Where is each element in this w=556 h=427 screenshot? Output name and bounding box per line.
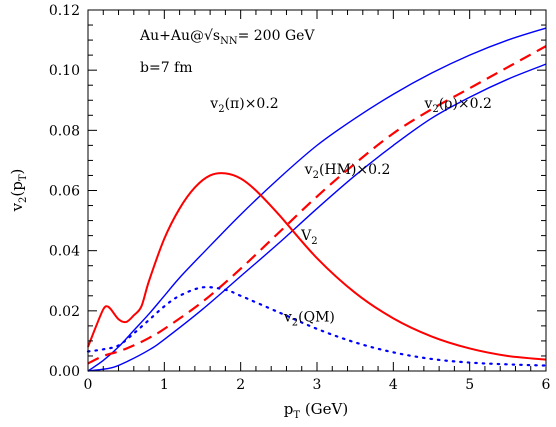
- curves-group: [86, 27, 548, 372]
- ticks-group: 0 1 2 3 4 5 6 0.00 0.02 0.04 0.06 0.08 0.10 0.12: [49, 3, 551, 393]
- x-tick-label: 3: [313, 377, 322, 393]
- curve-label-2: v2(ρ)×0.2: [423, 96, 491, 115]
- x-tick-label: 1: [160, 377, 169, 393]
- y-tick-label: 0.12: [49, 3, 80, 19]
- x-tick-label: 5: [465, 377, 474, 393]
- x-tick-label: 6: [542, 377, 551, 393]
- x-tick-label: 0: [84, 377, 93, 393]
- annotation-system: Au+Au@√sNN= 200 GeV: [139, 28, 315, 47]
- y-tick-label: 0.06: [49, 184, 80, 200]
- y-tick-label: 0.10: [49, 63, 80, 79]
- y-tick-label: 0.04: [49, 244, 80, 260]
- curve-label-4: V2: [300, 228, 318, 247]
- x-tick-label: 2: [236, 377, 245, 393]
- curve-label-3: v2(HM)×0.2: [304, 162, 391, 181]
- x-axis-label: pT (GeV): [284, 400, 348, 421]
- x-tick-label: 4: [389, 377, 398, 393]
- y-tick-label: 0.08: [49, 123, 80, 139]
- curve-label-1: v2(π)×0.2: [209, 96, 278, 115]
- curve-label-5: v2(QM): [283, 309, 335, 328]
- series-line-1: [87, 27, 547, 372]
- y-axis-label: v2(pT): [8, 169, 29, 213]
- curve-labels-group: v2(π)×0.2 v2(ρ)×0.2 v2(HM)×0.2 V2 v2(QM): [209, 96, 492, 329]
- annotation-impact: b=7 fm: [140, 60, 193, 76]
- series-line-5: [86, 286, 548, 367]
- y-tick-label: 0.02: [49, 304, 80, 320]
- series-line-4: [87, 172, 547, 361]
- y-tick-label: 0.00: [49, 364, 80, 380]
- series-line-2: [87, 63, 547, 372]
- series-line-3: [87, 45, 547, 365]
